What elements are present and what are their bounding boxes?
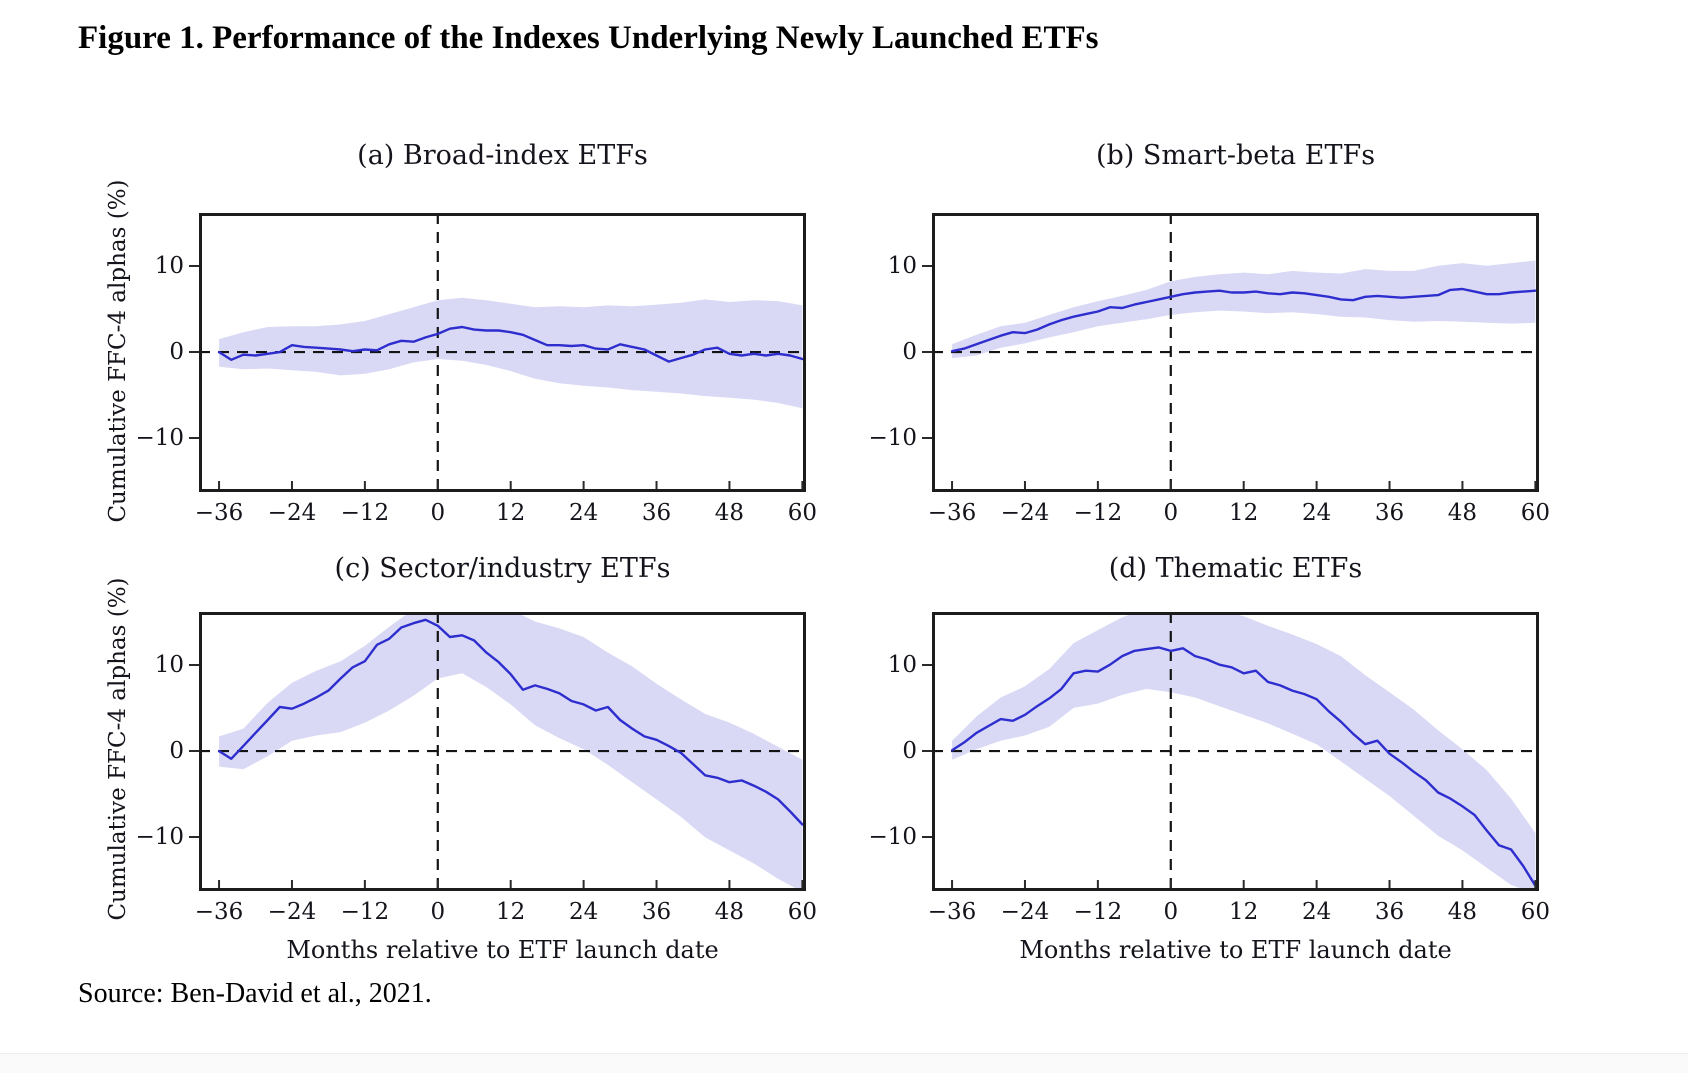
y-tick-label: 10 (154, 252, 184, 279)
y-axis-label-row2: Cumulative FFC-4 alphas (%) (105, 577, 131, 921)
page-bottom-edge (0, 1053, 1688, 1073)
x-tick-label: 0 (1163, 500, 1179, 526)
x-tick-label: −36 (927, 899, 977, 925)
mean-alpha-line (950, 287, 1537, 353)
x-tick-label: 12 (496, 899, 526, 925)
x-tick-label: 0 (430, 899, 446, 925)
y-tick-mark (922, 437, 932, 440)
plot-frame (199, 213, 806, 492)
mean-alpha-line (217, 618, 804, 826)
y-tick-label: −10 (868, 824, 917, 851)
x-tick-label: 24 (568, 500, 599, 526)
x-tick-label: −12 (1073, 500, 1123, 526)
y-tick-label: 0 (902, 339, 917, 366)
x-tick-label: 60 (787, 500, 817, 526)
x-tick-label: −12 (340, 899, 390, 925)
x-tick-label: 60 (1520, 899, 1550, 925)
x-tick-label: −36 (194, 899, 244, 925)
source-citation: Source: Ben-David et al., 2021. (78, 978, 432, 1009)
plot-frame (199, 612, 806, 891)
y-tick-mark (922, 663, 932, 666)
mean-alpha-line (217, 325, 804, 363)
plot-area (199, 612, 806, 891)
x-tick-label: 60 (787, 899, 817, 925)
y-tick-mark (922, 264, 932, 267)
y-tick-label: 10 (887, 252, 917, 279)
y-tick-mark (189, 264, 199, 267)
mean-alpha-line (950, 646, 1537, 887)
y-tick-label: 0 (169, 738, 184, 765)
y-tick-mark (189, 836, 199, 839)
y-tick-mark (922, 836, 932, 839)
y-tick-label: 0 (902, 738, 917, 765)
x-tick-label: −24 (1000, 899, 1050, 925)
chart-broad-index-etfs: −36 −24 −12 0 12 24 36 48 60 10 0 −10 (135, 213, 817, 526)
confidence-band (952, 260, 1536, 359)
x-tick-label: 12 (1229, 500, 1259, 526)
x-tick-label: 24 (1301, 899, 1332, 925)
y-tick-mark (189, 351, 199, 354)
x-tick-label: 48 (714, 899, 745, 925)
y-tick-label: −10 (135, 824, 184, 851)
x-tick-label: 48 (714, 500, 745, 526)
plot-area (932, 213, 1539, 492)
y-tick-label: 0 (169, 339, 184, 366)
x-tick-label: 48 (1447, 500, 1478, 526)
panel-d-title: (d) Thematic ETFs (1108, 553, 1363, 584)
x-tick-label: 0 (430, 500, 446, 526)
x-tick-label: 48 (1447, 899, 1478, 925)
x-axis-label-panel-d: Months relative to ETF launch date (1019, 936, 1452, 964)
y-axis-label-row1: Cumulative FFC-4 alphas (%) (105, 179, 131, 523)
plot-frame (932, 612, 1539, 891)
panel-c-title: (c) Sector/industry ETFs (334, 553, 671, 584)
y-tick-mark (922, 750, 932, 753)
panel-b-title: (b) Smart-beta ETFs (1095, 140, 1376, 171)
y-tick-label: 10 (154, 651, 184, 678)
x-tick-label: 24 (1301, 500, 1332, 526)
x-tick-label: −12 (340, 500, 390, 526)
x-tick-label: 36 (1374, 500, 1405, 526)
x-tick-label: 12 (1229, 899, 1259, 925)
chart-smart-beta-etfs: −36 −24 −12 0 12 24 36 48 60 10 0 −10 (868, 213, 1550, 526)
plot-frame (932, 213, 1539, 492)
figure-title: Figure 1. Performance of the Indexes Und… (78, 20, 1099, 56)
x-tick-label: 0 (1163, 899, 1179, 925)
chart-sector-industry-etfs: −36 −24 −12 0 12 24 36 48 60 10 0 −10 (135, 612, 817, 925)
confidence-band (952, 612, 1536, 891)
x-tick-label: 36 (1374, 899, 1405, 925)
x-tick-label: −24 (267, 500, 317, 526)
x-tick-label: 24 (568, 899, 599, 925)
y-tick-label: −10 (135, 425, 184, 452)
x-tick-label: 36 (641, 899, 672, 925)
y-tick-mark (189, 663, 199, 666)
panel-a-title: (a) Broad-index ETFs (357, 140, 648, 171)
chart-thematic-etfs: −36 −24 −12 0 12 24 36 48 60 10 0 −10 (868, 612, 1550, 925)
y-tick-mark (922, 351, 932, 354)
plot-area (199, 213, 806, 492)
x-tick-label: 36 (641, 500, 672, 526)
x-tick-label: 60 (1520, 500, 1550, 526)
x-tick-label: −12 (1073, 899, 1123, 925)
y-tick-mark (189, 750, 199, 753)
x-tick-label: 12 (496, 500, 526, 526)
y-tick-mark (189, 437, 199, 440)
y-tick-label: −10 (868, 425, 917, 452)
plot-area (932, 612, 1539, 891)
x-tick-label: −36 (194, 500, 244, 526)
confidence-band (219, 612, 803, 891)
x-axis-label-panel-c: Months relative to ETF launch date (286, 936, 719, 964)
y-tick-label: 10 (887, 651, 917, 678)
x-tick-label: −24 (267, 899, 317, 925)
x-tick-label: −36 (927, 500, 977, 526)
x-tick-label: −24 (1000, 500, 1050, 526)
